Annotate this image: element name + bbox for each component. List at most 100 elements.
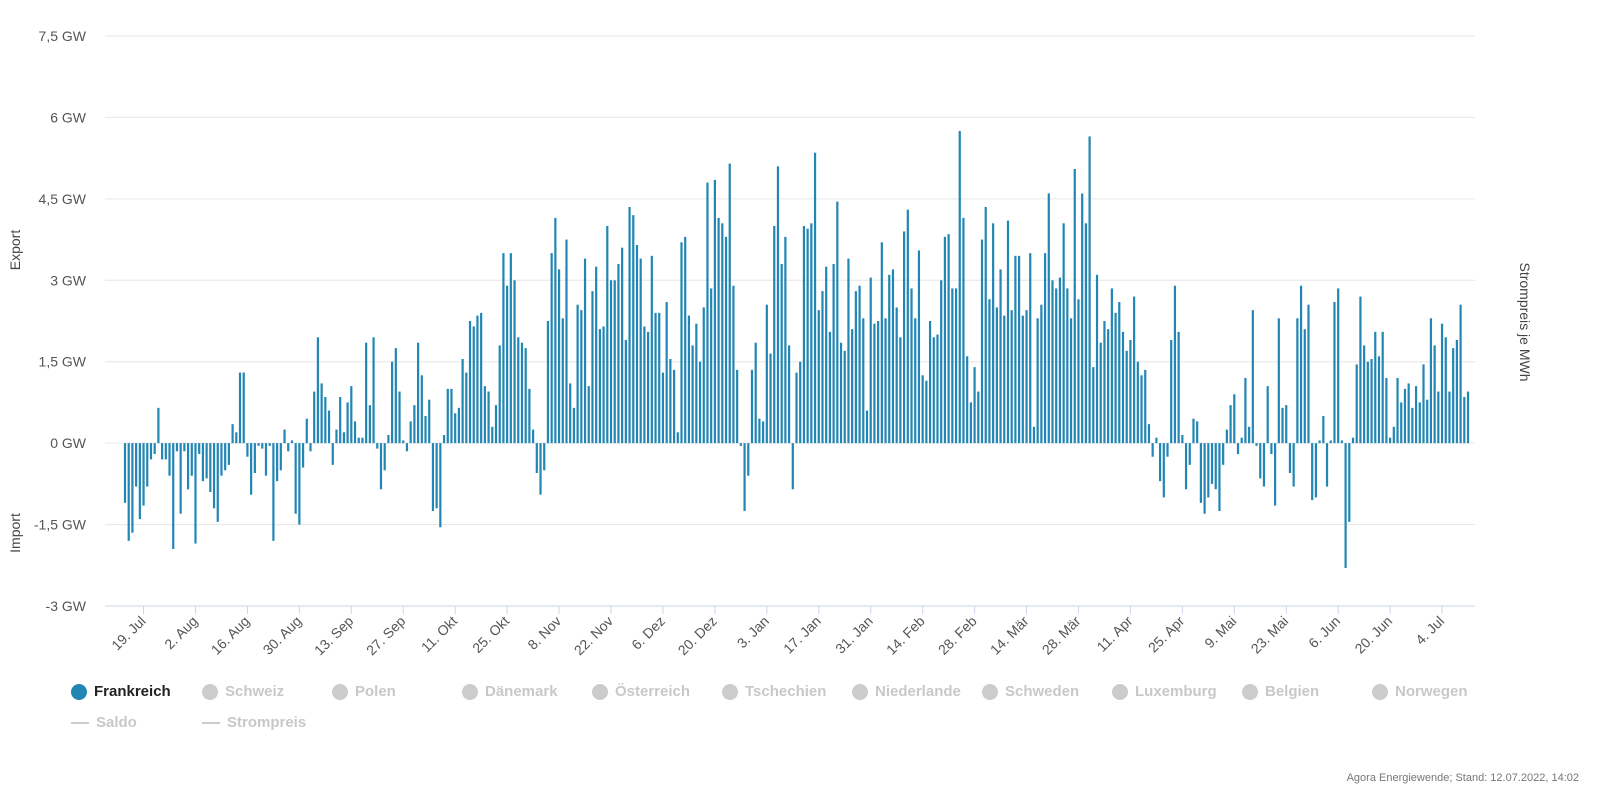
bar[interactable] [1340,440,1343,444]
bar[interactable] [157,407,160,444]
bar[interactable] [598,329,601,444]
bar[interactable] [825,266,828,444]
bar[interactable] [442,435,446,444]
bar[interactable] [294,443,297,514]
bar[interactable] [1225,429,1228,444]
bar[interactable] [684,236,687,444]
bar[interactable] [212,443,216,509]
bar[interactable] [1103,321,1106,444]
bar[interactable] [1003,315,1006,444]
bar[interactable] [576,304,579,444]
bar[interactable] [925,380,928,444]
bar[interactable] [747,443,750,476]
bar[interactable] [980,239,984,444]
legend-item-daenemark[interactable]: Dänemark [462,683,558,700]
bar[interactable] [1351,437,1355,444]
bar[interactable] [1118,302,1121,444]
bar[interactable] [509,253,512,444]
bar[interactable] [591,291,594,444]
bar[interactable] [583,258,587,444]
bar[interactable] [216,443,219,522]
bar[interactable] [624,340,627,444]
bar[interactable] [224,443,227,471]
bar[interactable] [791,443,794,490]
bar[interactable] [554,217,557,444]
bar[interactable] [483,386,486,444]
bar[interactable] [1018,255,1021,444]
bar[interactable] [1184,443,1188,490]
bar[interactable] [932,337,935,444]
bar[interactable] [1207,443,1210,498]
bar[interactable] [1021,315,1024,444]
bar[interactable] [1303,329,1306,444]
bar[interactable] [773,226,776,444]
bar[interactable] [261,443,264,449]
bar[interactable] [687,315,691,444]
bar[interactable] [743,443,746,511]
bar[interactable] [1444,337,1447,444]
legend-item-schweiz[interactable]: Schweiz [202,683,284,700]
bar[interactable] [283,429,286,444]
bar[interactable] [1437,391,1440,444]
bar[interactable] [1422,364,1425,444]
bar[interactable] [739,443,742,446]
bar[interactable] [847,258,850,444]
legend-item-schweden[interactable]: Schweden [982,683,1079,700]
bar[interactable] [1292,443,1295,487]
bar[interactable] [276,443,279,482]
bar[interactable] [1210,443,1214,484]
bar[interactable] [335,429,338,444]
bar[interactable] [1370,359,1373,444]
bar[interactable] [142,443,145,506]
bar[interactable] [1029,253,1032,444]
bar[interactable] [1281,407,1284,444]
bar[interactable] [817,310,820,444]
bar[interactable] [146,443,149,487]
bar[interactable] [1236,443,1240,454]
bar[interactable] [787,345,791,444]
bar[interactable] [413,405,416,444]
bar[interactable] [494,405,498,444]
bar[interactable] [1366,361,1369,444]
bar[interactable] [391,361,394,444]
bar[interactable] [1448,391,1451,444]
bar[interactable] [149,443,153,460]
bar[interactable] [194,443,197,544]
bar[interactable] [613,280,616,444]
bar[interactable] [1147,424,1151,444]
bar[interactable] [153,443,156,454]
bar[interactable] [235,432,238,444]
bar[interactable] [513,280,516,444]
bar[interactable] [409,421,412,444]
bar[interactable] [246,443,249,457]
bar[interactable] [721,223,724,444]
bar[interactable] [1092,367,1095,444]
bar[interactable] [557,269,561,444]
bar[interactable] [1307,304,1310,444]
bar[interactable] [1032,426,1036,444]
bar[interactable] [587,386,590,444]
bar[interactable] [431,443,435,511]
bar[interactable] [1244,378,1247,444]
bar[interactable] [324,397,327,444]
bar[interactable] [665,302,668,444]
bar[interactable] [1140,375,1143,444]
legend-item-frankreich[interactable]: Frankreich [71,683,171,700]
bar[interactable] [546,321,550,444]
bar[interactable] [424,416,427,444]
bar[interactable] [854,291,857,444]
bar[interactable] [1466,391,1470,444]
bar[interactable] [754,342,757,444]
bar[interactable] [339,397,342,444]
bar[interactable] [1400,402,1403,444]
bar[interactable] [365,342,368,444]
bar[interactable] [476,315,479,444]
bar[interactable] [524,348,527,444]
bar[interactable] [1311,443,1314,501]
bar[interactable] [1233,394,1236,444]
bar[interactable] [1440,323,1444,444]
bar[interactable] [287,443,290,452]
bar[interactable] [795,372,798,444]
legend-item-oesterreich[interactable]: Österreich [592,683,690,700]
bar[interactable] [891,269,895,444]
